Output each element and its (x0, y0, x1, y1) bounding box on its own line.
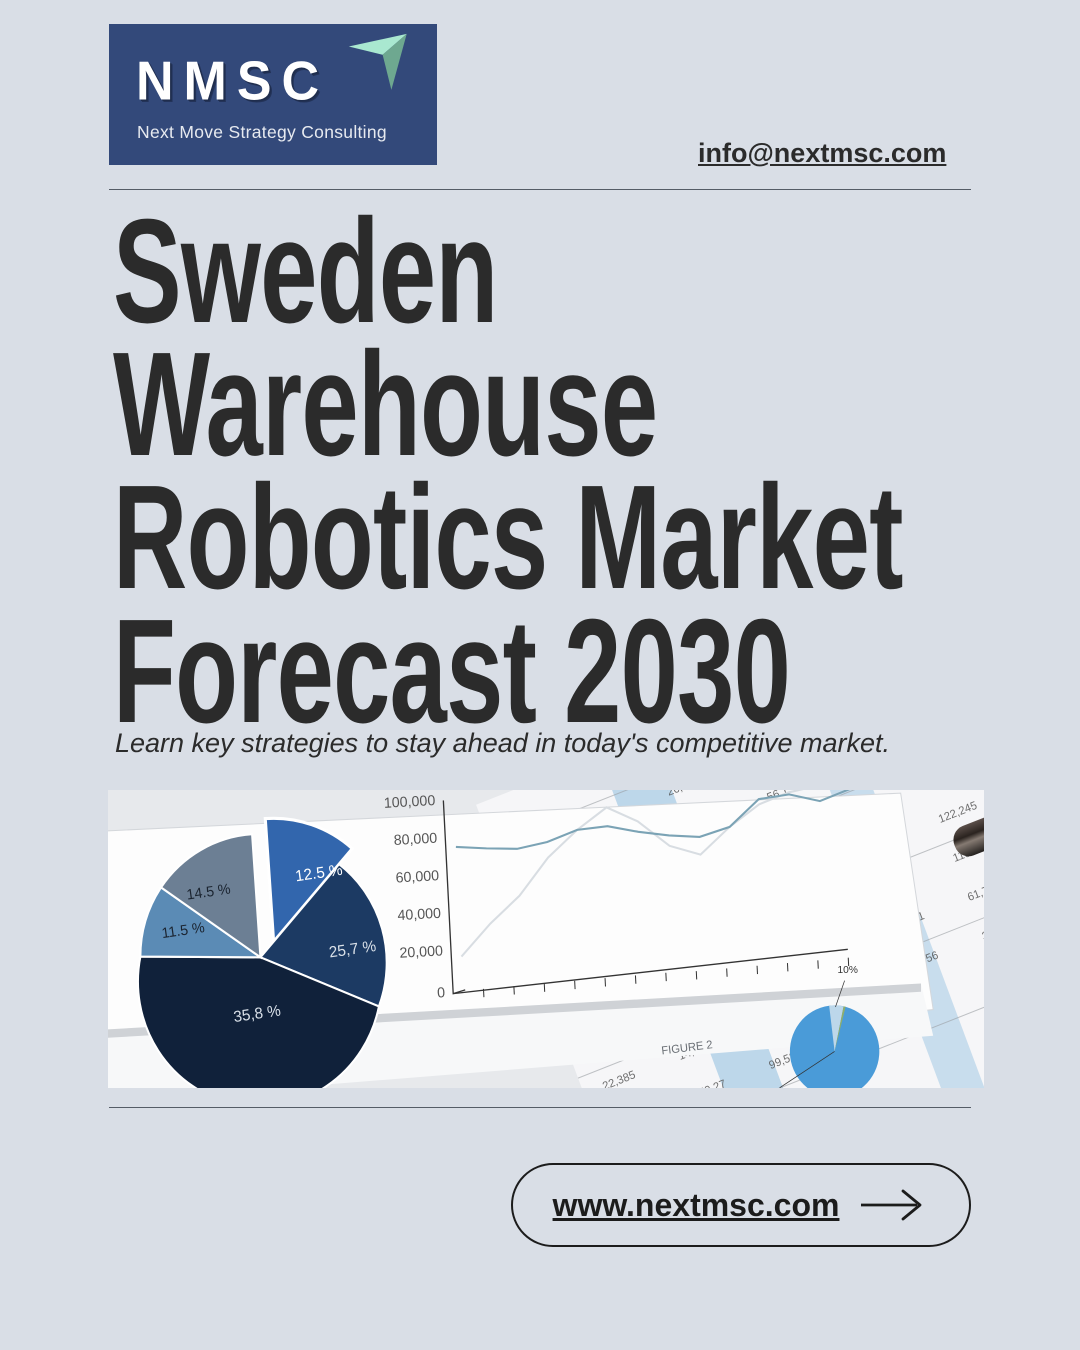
svg-text:10%: 10% (838, 965, 858, 976)
svg-text:20,000: 20,000 (399, 943, 443, 962)
svg-text:0: 0 (437, 985, 446, 1002)
svg-text:80,000: 80,000 (393, 831, 437, 850)
svg-text:40,000: 40,000 (397, 906, 441, 925)
svg-text:100,000: 100,000 (384, 793, 436, 812)
svg-text:60,000: 60,000 (395, 868, 439, 887)
